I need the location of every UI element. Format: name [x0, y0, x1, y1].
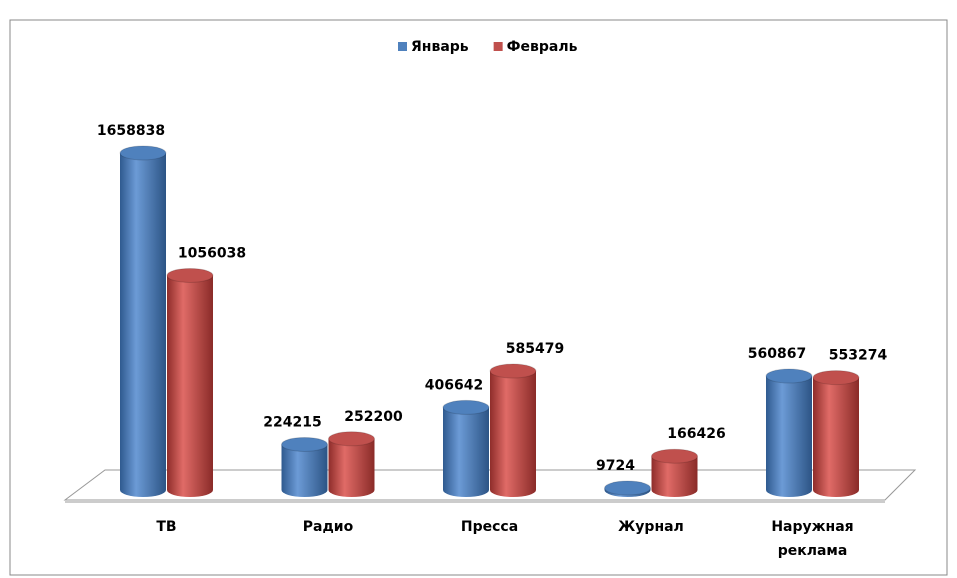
legend-label: Январь [411, 39, 469, 55]
bar [765, 368, 813, 497]
bar-top [119, 145, 167, 161]
legend-swatch [398, 42, 407, 51]
data-label: 585479 [506, 341, 564, 357]
bar-body [167, 275, 213, 490]
bar [281, 436, 328, 497]
bar-bottom [120, 483, 166, 497]
bar-body [766, 376, 812, 490]
bar-bottom [328, 483, 375, 497]
x-tick-label: Наружная реклама [771, 519, 854, 559]
bar [812, 370, 860, 497]
chart-border [9, 19, 948, 576]
data-label: 9724 [596, 458, 635, 474]
bar [489, 363, 537, 497]
legend-swatch [493, 42, 503, 51]
bar [442, 399, 490, 497]
bar-top [489, 363, 537, 379]
bar-top [442, 399, 490, 415]
bar-body [120, 153, 166, 490]
x-tick-label: ТВ [156, 519, 177, 535]
bar-bottom [766, 483, 812, 497]
bar-body [328, 438, 375, 490]
bar-top [812, 370, 860, 386]
data-label: 224215 [263, 414, 321, 430]
x-tick-label: Пресса [460, 519, 519, 535]
bar-top [166, 267, 214, 283]
data-label: 560867 [748, 346, 806, 362]
bar-bottom [443, 483, 489, 497]
data-label: 406642 [425, 377, 483, 393]
bar-top [765, 368, 813, 384]
bar-bottom [490, 483, 536, 497]
data-label: 1056038 [178, 245, 246, 261]
legend-label: Февраль [507, 39, 578, 55]
bar-bottom [813, 483, 859, 497]
bar-body [443, 407, 489, 490]
bar [119, 145, 167, 497]
bar-top [328, 431, 375, 447]
x-tick-label: Журнал [618, 519, 684, 535]
bar-body [281, 444, 328, 490]
data-label: 1658838 [97, 123, 165, 139]
bar-bottom [167, 483, 213, 497]
bar [651, 448, 698, 497]
bar-body [490, 371, 536, 490]
data-label: 553274 [829, 348, 888, 364]
bar [604, 480, 651, 497]
bar-body [813, 377, 859, 490]
bar-top [651, 448, 698, 464]
bar-bottom [651, 483, 698, 497]
bar [328, 431, 375, 497]
floor-edge [65, 500, 885, 503]
bar-top [281, 436, 328, 452]
bar-bottom [281, 483, 328, 497]
bar-top [604, 480, 651, 496]
x-tick-label: Радио [302, 519, 354, 535]
bar [166, 267, 214, 497]
data-label: 166426 [667, 426, 725, 442]
data-label: 252200 [344, 409, 403, 425]
